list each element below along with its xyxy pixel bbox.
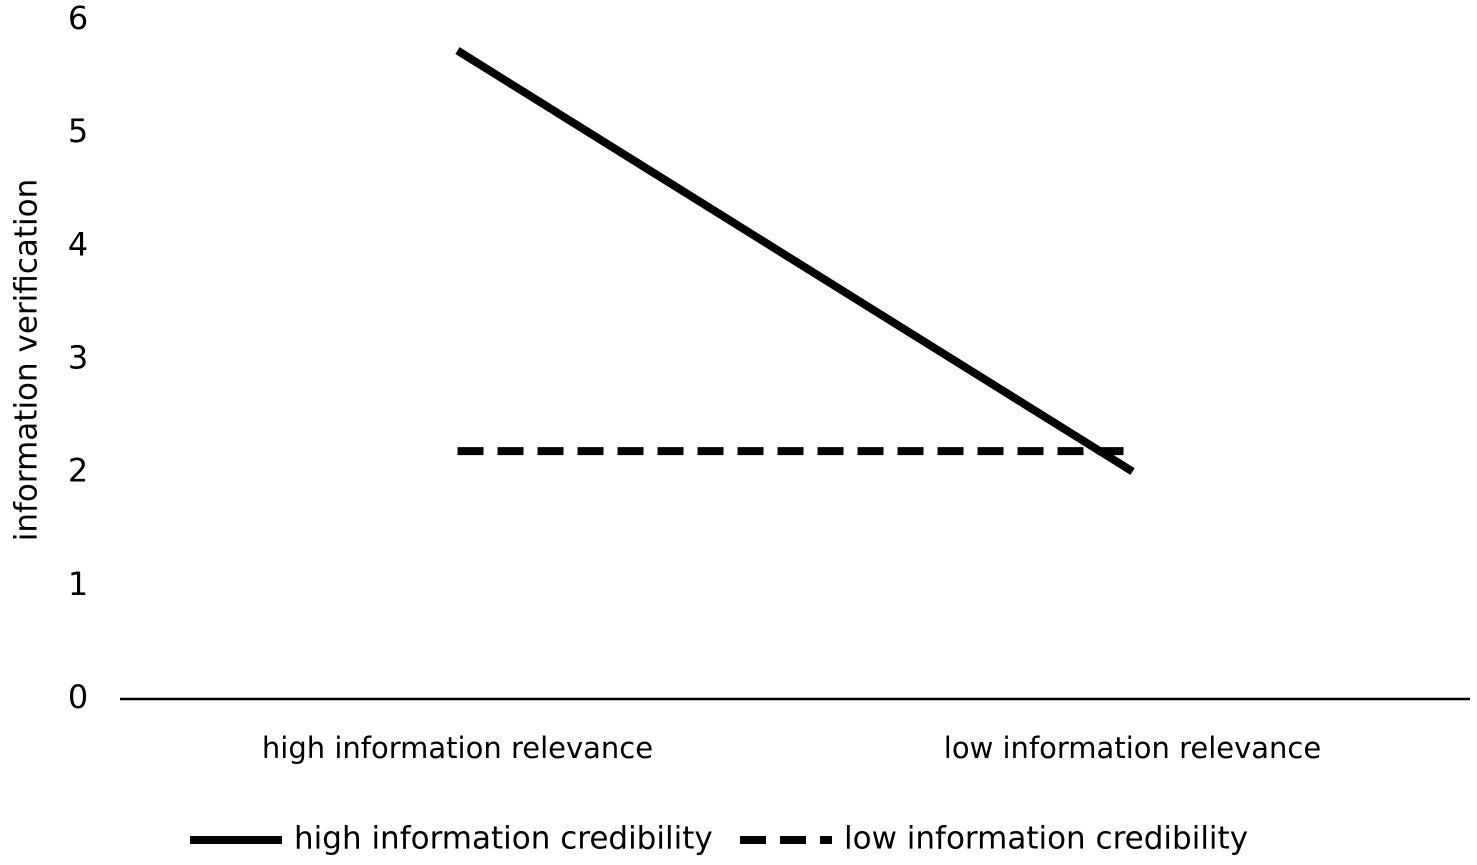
y-axis-label: information verification — [9, 179, 45, 542]
y-tick-label: 3 — [68, 339, 88, 377]
y-tick-label: 1 — [68, 565, 88, 603]
data-line — [455, 47, 1135, 475]
y-tick-label: 4 — [68, 225, 88, 263]
y-tick-label: 6 — [68, 0, 88, 37]
x-tick-label: low information relevance — [944, 731, 1321, 765]
y-tick-label: 5 — [68, 112, 88, 150]
legend-label: low information credibility — [844, 821, 1248, 857]
x-tick-label: high information relevance — [262, 731, 653, 765]
y-tick-label: 0 — [68, 678, 88, 716]
y-tick-label: 2 — [68, 452, 88, 490]
legend-label: high information credibility — [294, 821, 713, 857]
